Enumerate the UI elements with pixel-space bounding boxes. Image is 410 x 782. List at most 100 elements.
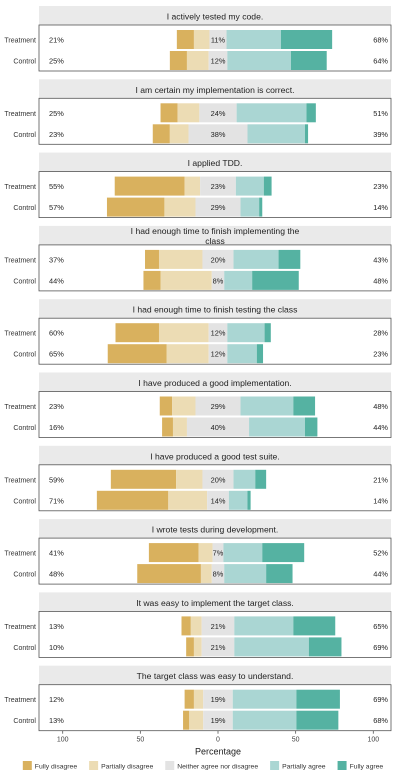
neutral-bar (203, 689, 233, 709)
panel-title-line: I am certain my implementation is correc… (135, 85, 294, 95)
neutral-bar (208, 344, 228, 364)
panel-2: I applied TDD. Treatment 55% 23% 23% Control 5… (4, 152, 392, 219)
panel-title-line: It was easy to implement the target clas… (136, 598, 294, 608)
center-percent-label: 24% (211, 109, 226, 118)
partially-agree-bar (232, 710, 297, 730)
partially-disagree-bar (166, 344, 209, 364)
panel-title: I wrote tests during development. (152, 525, 279, 535)
group-label: Treatment (4, 404, 36, 411)
fully-disagree-bar (183, 710, 190, 730)
neutral-bar (211, 564, 225, 584)
x-axis-title: Percentage (195, 747, 241, 757)
left-percent-label: 25% (49, 109, 64, 118)
right-percent-label: 23% (373, 182, 388, 191)
left-percent-label: 48% (49, 570, 64, 579)
right-percent-label: 69% (373, 643, 388, 652)
left-percent-label: 41% (49, 549, 64, 558)
neutral-bar (209, 30, 227, 49)
partially-agree-bar (228, 490, 248, 510)
left-percent-label: 12% (49, 695, 64, 704)
right-percent-label: 43% (373, 255, 388, 264)
fully-disagree-bar (181, 616, 191, 636)
fully-disagree-bar (148, 543, 199, 563)
fully-agree-bar (293, 616, 336, 636)
legend-swatch (270, 761, 280, 770)
group-label: Treatment (4, 257, 36, 264)
group-label: Treatment (4, 38, 36, 45)
panel-8: It was easy to implement the target clas… (4, 592, 392, 658)
panel-title-strip (39, 6, 391, 25)
fully-disagree-bar (186, 637, 194, 657)
legend-swatch (165, 761, 175, 770)
neutral-bar (202, 249, 234, 269)
fully-disagree-bar (106, 197, 165, 217)
legend-swatch (89, 761, 99, 770)
left-percent-label: 60% (49, 329, 64, 338)
neutral-bar (208, 323, 228, 343)
panel-title: I have produced a good test suite. (150, 451, 279, 461)
panel-3: I had enough time to finish implementing… (4, 225, 392, 292)
partially-agree-bar (249, 417, 305, 437)
fully-agree-bar (259, 197, 263, 217)
panel-title-strip (39, 372, 391, 392)
right-percent-label: 65% (373, 622, 388, 631)
partially-disagree-bar (193, 637, 202, 657)
group-label: Treatment (4, 111, 36, 118)
panel-title-strip (39, 225, 391, 245)
panel-title-line: I have produced a good implementation. (138, 378, 291, 388)
fully-agree-bar (263, 176, 272, 196)
fully-disagree-bar (114, 176, 185, 196)
panel-1: I am certain my implementation is correc… (4, 79, 392, 145)
group-label: Treatment (4, 697, 36, 704)
right-percent-label: 64% (373, 57, 388, 66)
panel-title: I had enough time to finish implementing… (131, 226, 300, 246)
legend-label: Fully agree (350, 764, 384, 771)
fully-disagree-bar (96, 490, 169, 510)
fully-disagree-bar (160, 103, 178, 123)
panel-title-strip (39, 519, 391, 539)
neutral-bar (208, 51, 228, 70)
group-label: Control (13, 59, 36, 66)
fully-agree-bar (306, 103, 316, 123)
panel-4: I had enough time to finish testing the … (4, 299, 392, 365)
right-percent-label: 28% (373, 329, 388, 338)
legend-swatch (22, 761, 32, 770)
group-label: Control (13, 278, 36, 285)
partially-disagree-bar (184, 176, 201, 196)
neutral-bar (188, 124, 248, 144)
fully-agree-bar (264, 323, 271, 343)
right-percent-label: 23% (373, 350, 388, 359)
fully-disagree-bar (137, 564, 201, 584)
group-label: Control (13, 645, 36, 652)
partially-disagree-bar (200, 564, 212, 584)
center-percent-label: 20% (211, 255, 226, 264)
panel-title-line: I actively tested my code. (167, 12, 263, 22)
partially-disagree-bar (168, 490, 208, 510)
neutral-bar (203, 710, 233, 730)
panel-title: I applied TDD. (188, 158, 243, 168)
right-percent-label: 44% (373, 423, 388, 432)
fully-agree-bar (290, 51, 327, 70)
neutral-bar (202, 469, 234, 489)
center-percent-label: 12% (211, 57, 226, 66)
fully-agree-bar (293, 396, 316, 416)
right-percent-label: 51% (373, 109, 388, 118)
partially-disagree-bar (189, 710, 204, 730)
partially-agree-bar (232, 689, 297, 709)
fully-disagree-bar (152, 124, 170, 144)
panel-title: I actively tested my code. (167, 12, 263, 22)
left-percent-label: 59% (49, 475, 64, 484)
left-percent-label: 21% (49, 36, 64, 45)
panel-title-line: I wrote tests during development. (152, 525, 279, 535)
partially-disagree-bar (193, 30, 210, 49)
fully-disagree-bar (115, 323, 159, 343)
fully-agree-bar (304, 124, 309, 144)
fully-disagree-bar (176, 30, 194, 49)
panel-title-strip (39, 79, 391, 99)
group-label: Treatment (4, 331, 36, 338)
partially-disagree-bar (172, 417, 187, 437)
panel-title: I had enough time to finish testing the … (133, 305, 298, 315)
center-percent-label: 8% (213, 276, 224, 285)
neutral-bar (199, 103, 237, 123)
center-percent-label: 12% (211, 329, 226, 338)
